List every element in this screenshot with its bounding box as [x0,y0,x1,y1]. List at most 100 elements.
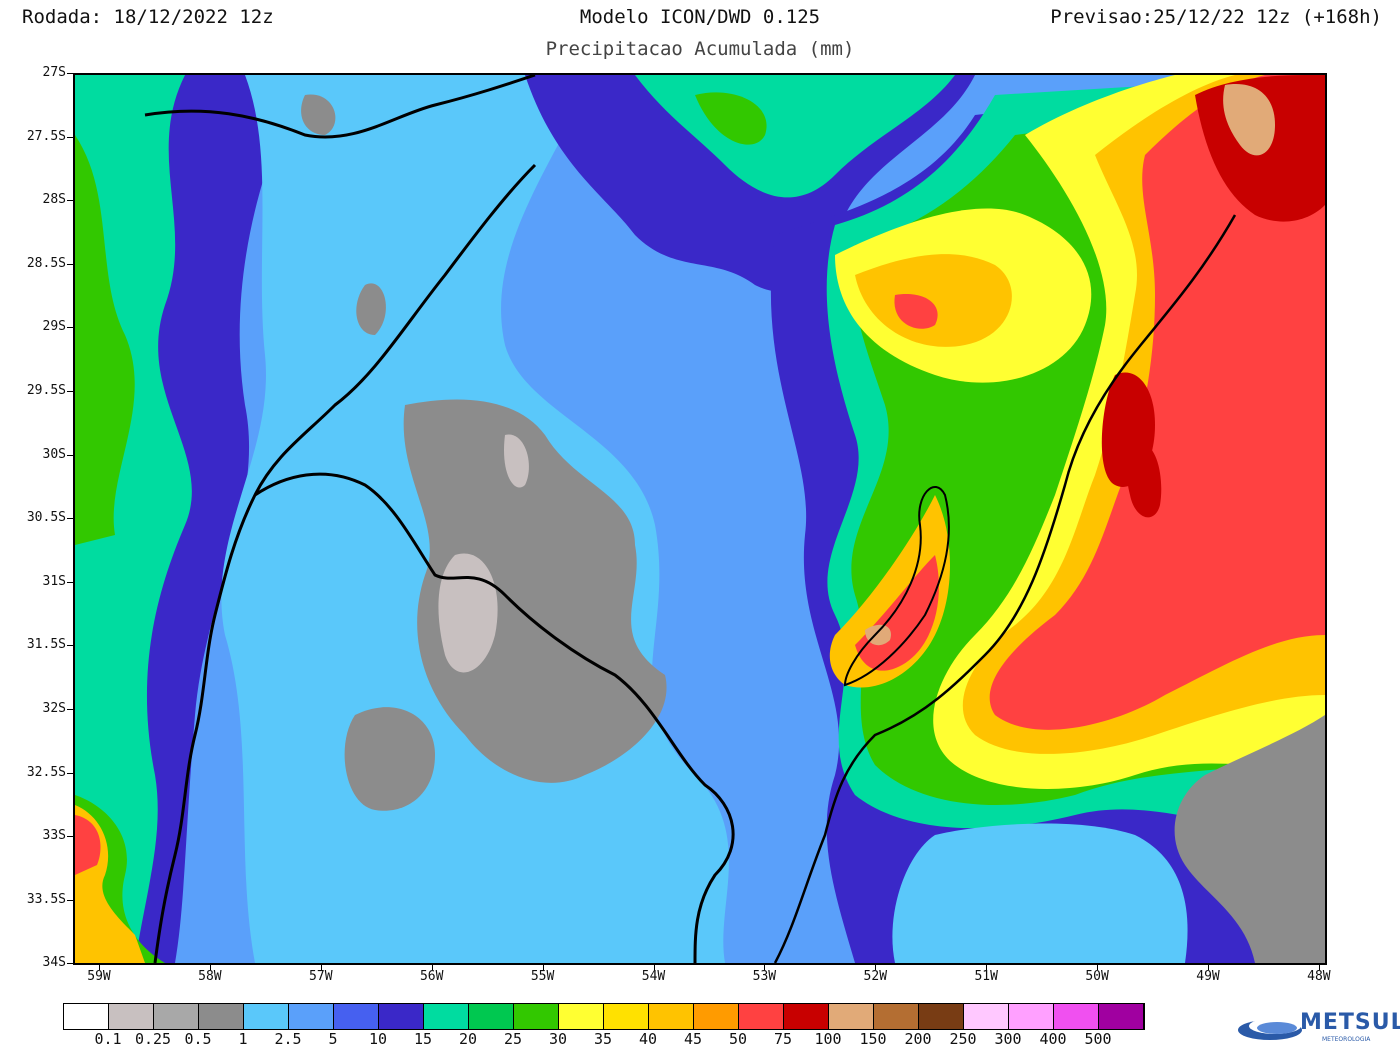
field-75mm-east-band [989,75,1325,730]
logo-subtitle: METEOROLOGIA [1322,1036,1371,1043]
lagoon-outline [843,486,950,687]
colorbar-swatch [694,1004,739,1029]
longitude-tick-mark [1318,965,1320,970]
latitude-tick-mark [67,454,73,456]
latitude-tick-label: 30S [42,446,66,462]
latitude-tick-mark [67,73,73,74]
longitude-tick-mark [875,965,877,970]
longitude-tick-mark [99,965,100,970]
latitude-tick-label: 29S [42,319,66,335]
colorbar-label: 0.1 [94,1030,122,1048]
colorbar-swatch [154,1004,199,1029]
field-0_25mm-north [504,434,529,488]
longitude-tick-label: 50W [1085,969,1109,984]
longitude-tick-mark [542,965,544,970]
longitude-tick-mark [431,965,433,970]
run-date-label: Rodada: 18/12/2022 12z [22,6,274,28]
field-1mm-south [344,707,435,811]
latitude-tick-label: 30.5S [26,510,66,526]
colorbar-label: 20 [458,1030,478,1048]
latitude-tick-label: 31.5S [26,637,66,653]
border-north [144,75,536,139]
latitude-tick-mark [67,200,73,202]
latitude-tick-mark [67,391,73,392]
metsul-logo-icon [1238,1018,1302,1040]
latitude-tick-mark [67,327,73,329]
latitude-tick-label: 32.5S [26,764,66,780]
field-100mm-east-cell-2 [1126,443,1162,518]
colorbar-label: 100 [814,1030,842,1048]
colorbar-swatch [244,1004,289,1029]
precipitation-map [73,73,1327,965]
longitude-tick-label: 59W [87,969,111,984]
colorbar-label: 40 [638,1030,658,1048]
forecast-date-label: Previsao:25/12/22 12z (+168h) [1050,6,1382,28]
model-title: Modelo ICON/DWD 0.125 [579,6,821,28]
latitude-tick-label: 33.5S [26,891,66,907]
colorbar-label: 150 [859,1030,887,1048]
field-1mm-north [301,94,336,135]
field-1mm-central [403,399,667,783]
colorbar-label: 5 [328,1030,338,1048]
colorbar-label: 500 [1084,1030,1112,1048]
latitude-tick-label: 29.5S [26,383,66,398]
colorbar-swatch [514,1004,559,1029]
field-0_25mm-central [438,553,498,673]
colorbar-swatch [919,1004,964,1029]
colorbar-label: 75 [773,1030,793,1048]
colorbar-swatch [1099,1004,1144,1029]
colorbar-label: 30 [548,1030,568,1048]
longitude-tick-label: 49W [1196,969,1220,984]
border-uruguay-south [254,472,735,963]
colorbar-label: 250 [949,1030,977,1048]
colorbar-label: 300 [994,1030,1022,1048]
latitude-tick-mark [67,518,73,520]
colorbar-swatch [289,1004,334,1029]
longitude-tick-label: 54W [641,969,666,984]
latitude-tick-mark [67,836,73,838]
longitude-tick-mark [764,965,766,970]
colorbar-label: 15 [413,1030,433,1048]
colorbar-label: 25 [503,1030,523,1048]
longitude-tick-label: 56W [419,969,444,984]
latitude-tick-mark [67,709,73,710]
field-1mm-southeast [1174,715,1325,963]
colorbar-swatch [649,1004,694,1029]
colorbar-label: 2.5 [274,1030,302,1048]
longitude-tick-mark [1097,965,1099,970]
longitude-tick-label: 55W [530,969,555,984]
colorbar-swatch [1054,1004,1099,1029]
latitude-tick-mark [67,772,73,774]
field-30mm-west [75,135,135,545]
colorbar-label: 200 [904,1030,932,1048]
field-1mm-northwest [356,283,386,335]
latitude-tick-label: 28S [42,192,66,208]
latitude-tick-label: 34S [42,955,66,971]
colorbar-swatch [1009,1004,1054,1029]
colorbar-swatch [469,1004,514,1029]
longitude-tick-mark [209,965,211,970]
chart-subtitle: Precipitacao Acumulada (mm) [545,38,855,60]
colorbar-swatch [199,1004,244,1029]
latitude-tick-mark [67,963,73,965]
field-150mm-northeast [1223,84,1275,156]
field-45mm-northeast-cell [855,254,1012,347]
colorbar-label: 35 [593,1030,613,1048]
longitude-tick-mark [986,965,988,970]
colorbar-swatch [64,1004,109,1029]
field-150mm-lagoon [865,624,891,646]
colorbar [63,1003,1145,1030]
latitude-tick-label: 27S [42,65,66,80]
latitude-tick-label: 32S [42,701,66,716]
colorbar-swatch [604,1004,649,1029]
latitude-tick-label: 33S [42,828,66,844]
precipitation-field [75,75,1325,963]
colorbar-swatch [784,1004,829,1029]
longitude-tick-label: 52W [863,969,888,984]
border-west-uruguay [153,163,537,963]
field-30mm-north [695,92,767,145]
colorbar-swatch [874,1004,919,1029]
colorbar-label: 0.25 [134,1030,172,1048]
latitude-tick-mark [67,263,73,265]
latitude-tick-label: 27.5S [26,128,66,144]
